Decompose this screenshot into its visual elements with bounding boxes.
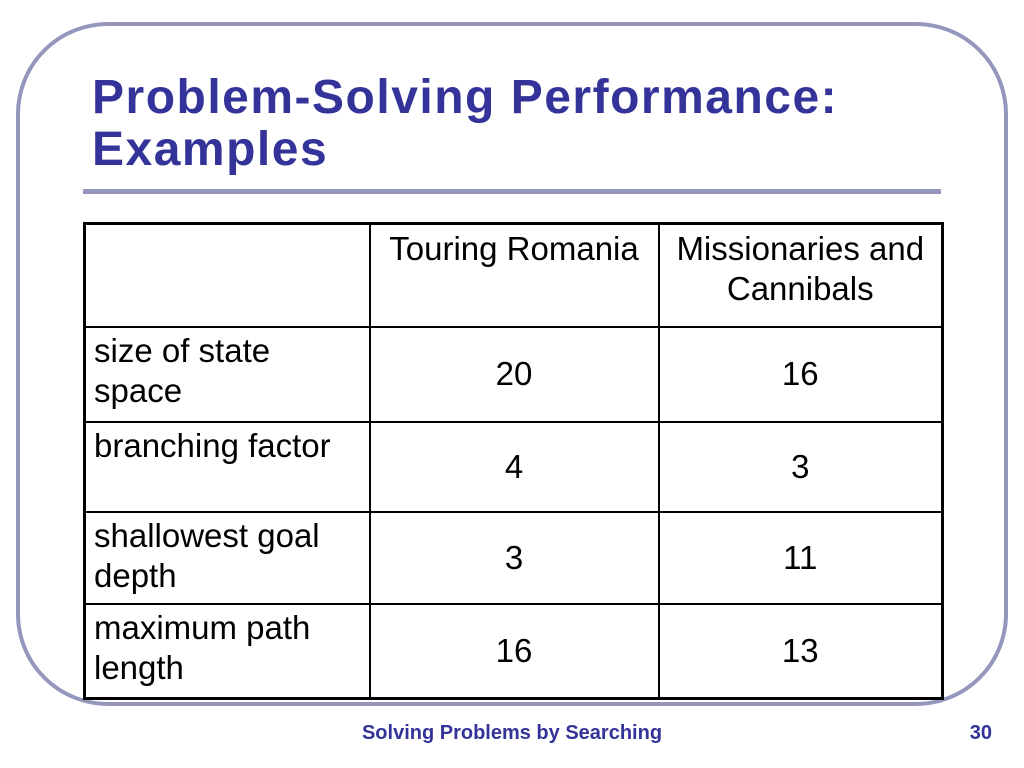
slide-title: Problem-Solving Performance: Examples	[92, 72, 977, 176]
page-number: 30	[969, 722, 992, 744]
value-cell: 4	[368, 420, 660, 513]
performance-table: Touring Romania Missionaries and Canniba…	[83, 222, 944, 700]
header-cell-missionaries-cannibals: Missionaries and Cannibals	[657, 222, 944, 328]
value-cell: 11	[657, 510, 944, 605]
value-cell: 16	[657, 325, 944, 423]
slide-frame	[16, 22, 1008, 706]
row-label: size of state space	[83, 325, 371, 423]
table-row: branching factor 4 3	[83, 420, 944, 513]
row-label: maximum path length	[83, 602, 371, 700]
value-cell: 20	[368, 325, 660, 423]
header-cell-touring-romania: Touring Romania	[368, 222, 660, 328]
footer-title: Solving Problems by Searching	[361, 722, 663, 744]
table-header-row: Touring Romania Missionaries and Canniba…	[83, 222, 944, 328]
title-line-2: Examples	[92, 123, 329, 176]
row-label: branching factor	[83, 420, 371, 513]
value-cell: 16	[368, 602, 660, 700]
title-line-1: Problem-Solving Performance:	[92, 71, 839, 124]
table-row: size of state space 20 16	[83, 325, 944, 423]
table-row: shallowest goal depth 3 11	[83, 510, 944, 605]
value-cell: 3	[657, 420, 944, 513]
table-row: maximum path length 16 13	[83, 602, 944, 700]
header-cell-empty	[83, 222, 371, 328]
row-label: shallowest goal depth	[83, 510, 371, 605]
title-underline	[83, 189, 941, 194]
value-cell: 3	[368, 510, 660, 605]
value-cell: 13	[657, 602, 944, 700]
